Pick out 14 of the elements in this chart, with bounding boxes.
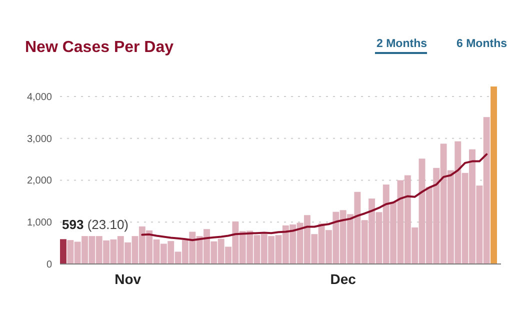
text: 6 Months bbox=[456, 38, 507, 50]
x-tick-label: Dec bbox=[330, 271, 356, 287]
y-tick-label: 3,000 bbox=[26, 134, 52, 145]
chart-title: New Cases Per Day bbox=[25, 39, 174, 56]
bar bbox=[490, 86, 497, 264]
x-tick-label: Nov bbox=[114, 271, 142, 287]
y-tick-label: 1,000 bbox=[26, 218, 52, 229]
y-tick-label: 2,000 bbox=[26, 176, 52, 187]
line-series bbox=[141, 153, 488, 242]
bar bbox=[60, 239, 66, 264]
text: 2 Months bbox=[376, 38, 427, 50]
annotation: 593 (23.10) bbox=[62, 217, 129, 232]
y-tick-label: 4,000 bbox=[26, 92, 52, 103]
y-tick-label: 0 bbox=[46, 260, 52, 270]
